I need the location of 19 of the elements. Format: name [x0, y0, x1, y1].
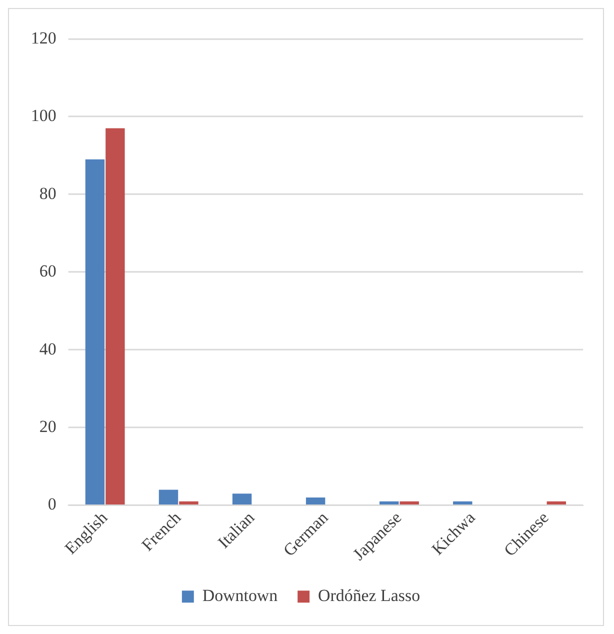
legend-label: Downtown [202, 586, 278, 606]
y-tick-label: 20 [39, 416, 56, 436]
y-tick-label: 100 [30, 106, 56, 126]
bar [453, 501, 472, 504]
bar [179, 501, 198, 504]
bar [306, 497, 326, 504]
y-tick-label: 60 [39, 262, 56, 281]
y-tick-label: 80 [39, 184, 56, 203]
bar [85, 159, 105, 504]
y-tick-label: 0 [48, 494, 56, 514]
y-tick-label: 120 [30, 28, 56, 48]
bar [380, 501, 399, 504]
y-tick-label: 40 [39, 339, 56, 358]
bar [158, 490, 178, 504]
bar [546, 501, 566, 504]
bar [232, 494, 252, 504]
legend-label: Ordóñez Lasso [318, 586, 420, 606]
bar [106, 128, 125, 504]
bar [400, 501, 419, 504]
